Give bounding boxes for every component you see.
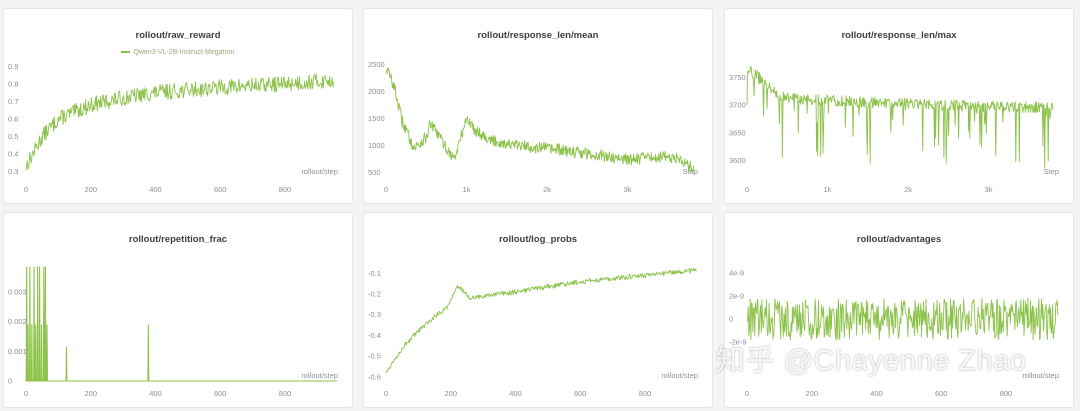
x-axis-title: Step xyxy=(1044,167,1059,176)
x-tick-label: 800 xyxy=(279,389,292,398)
x-tick-label: 400 xyxy=(509,389,522,398)
y-tick-label: 0.7 xyxy=(8,97,18,106)
y-tick-label: -0.2 xyxy=(368,290,381,299)
x-tick-label: 200 xyxy=(84,185,97,194)
y-tick-label: 0.3 xyxy=(8,167,18,176)
chart-svg: -0.6 -0.5 -0.4 -0.3 -0.2 -0.1 0 200 400 600 800 rol… xyxy=(368,267,698,398)
chart-legend: Qwen3-VL-2B-Instruct-Megatron xyxy=(4,49,352,56)
y-tick-label: 3750 xyxy=(729,73,746,82)
x-tick-label: 2k xyxy=(904,185,912,194)
y-tick-label: -0.6 xyxy=(368,372,381,381)
x-tick-label: 0 xyxy=(384,185,388,194)
y-tick-label: 0.5 xyxy=(8,132,18,141)
x-tick-label: 600 xyxy=(214,185,227,194)
y-tick-label: -0.3 xyxy=(368,310,381,319)
chart-svg: 0 0.001 0.002 0.003 0 200 400 600 800 rollout/ste… xyxy=(8,266,338,398)
y-tick-label: 0.001 xyxy=(8,347,27,356)
y-tick-label: 0 xyxy=(729,314,733,323)
legend-label: Qwen3-VL-2B-Instruct-Megatron xyxy=(133,49,235,56)
y-tick-label: 0.4 xyxy=(8,150,18,159)
y-tick-label: 1500 xyxy=(368,114,385,123)
y-tick-label: 2000 xyxy=(368,87,385,96)
x-tick-label: 200 xyxy=(444,389,457,398)
y-tick-label: 3700 xyxy=(729,101,746,110)
x-tick-label: 0 xyxy=(384,389,388,398)
chart-svg: 4e-9 2e-9 0 -2e-9 0 200 400 600 800 rollout/step xyxy=(729,269,1059,398)
y-tick-label: 0.003 xyxy=(8,287,27,296)
x-tick-label: 400 xyxy=(870,389,883,398)
x-tick-label: 1k xyxy=(463,185,471,194)
y-tick-label: 3650 xyxy=(729,128,746,137)
y-tick-label: -0.4 xyxy=(368,331,381,340)
x-axis-title: rollout/step xyxy=(301,167,338,176)
x-tick-label: 800 xyxy=(1000,389,1013,398)
series-line xyxy=(385,267,697,374)
y-tick-label: 0.002 xyxy=(8,317,27,326)
y-tick-label: -0.1 xyxy=(368,269,381,278)
chart-panel-advantages[interactable]: rollout/advantages 4e-9 2e-9 0 -2e-9 0 200 400… xyxy=(724,212,1074,408)
y-tick-label: 0 xyxy=(8,377,12,386)
chart-svg: 3600 3650 3700 3750 0 1k 2k 3k Step xyxy=(729,66,1059,194)
y-tick-label: -2e-9 xyxy=(729,337,747,346)
y-tick-label: -0.5 xyxy=(368,352,381,361)
chart-title: rollout/raw_reward xyxy=(135,30,221,41)
y-tick-label: 0.9 xyxy=(8,62,18,71)
x-tick-label: 600 xyxy=(214,389,227,398)
x-tick-label: 400 xyxy=(149,185,162,194)
chart-panel-raw-reward[interactable]: rollout/raw_reward Qwen3-VL-2B-Instruct-… xyxy=(3,8,353,204)
series-line xyxy=(746,297,1059,341)
x-tick-label: 3k xyxy=(985,185,993,194)
chart-panel-response-len-mean[interactable]: rollout/response_len/mean 500 1000 1500 200… xyxy=(363,8,713,204)
y-tick-label: 0.6 xyxy=(8,115,18,124)
chart-title: rollout/log_probs xyxy=(498,234,578,245)
chart-title: rollout/response_len/mean xyxy=(477,30,599,41)
x-tick-label: 0 xyxy=(24,185,28,194)
y-tick-label: 3600 xyxy=(729,156,746,165)
y-tick-label: 2500 xyxy=(368,60,385,69)
x-tick-label: 0 xyxy=(24,389,28,398)
x-axis-title: rollout/step xyxy=(661,371,698,380)
watermark-text: 知乎 @Chayenne Zhao xyxy=(716,345,1027,377)
series-line xyxy=(385,67,695,175)
series-line xyxy=(25,73,334,171)
x-tick-label: 200 xyxy=(84,389,97,398)
chart-title: rollout/repetition_frac xyxy=(128,234,228,245)
x-axis-title: rollout/step xyxy=(301,371,338,380)
legend-swatch xyxy=(121,51,131,54)
chart-title: rollout/response_len/max xyxy=(841,30,957,41)
series-line xyxy=(746,66,1054,169)
y-tick-label: 500 xyxy=(368,168,381,177)
chart-title: rollout/advantages xyxy=(856,234,942,245)
chart-panel-log-probs[interactable]: rollout/log_probs -0.6 -0.5 -0.4 -0.3 -0.2 -0… xyxy=(363,212,713,408)
y-tick-label: 4e-9 xyxy=(729,269,744,278)
chart-panel-response-len-max[interactable]: rollout/response_len/max 3600 3650 3700 375… xyxy=(724,8,1074,204)
x-tick-label: 2k xyxy=(543,185,551,194)
x-tick-label: 800 xyxy=(279,185,292,194)
x-tick-label: 200 xyxy=(805,389,818,398)
x-axis-title: rollout/step xyxy=(1022,371,1059,380)
y-tick-label: 0.8 xyxy=(8,79,18,88)
x-tick-label: 800 xyxy=(639,389,652,398)
x-tick-label: 3k xyxy=(624,185,632,194)
chart-svg: 500 1000 1500 2000 2500 0 1k 2k 3k Step xyxy=(368,60,698,194)
y-tick-label: 1000 xyxy=(368,141,385,150)
x-tick-label: 0 xyxy=(745,389,749,398)
x-tick-label: 600 xyxy=(935,389,948,398)
x-tick-label: 600 xyxy=(574,389,587,398)
x-tick-label: 1k xyxy=(824,185,832,194)
x-tick-label: 400 xyxy=(149,389,162,398)
x-axis-title: Step xyxy=(683,167,698,176)
x-tick-label: 0 xyxy=(745,185,749,194)
y-tick-label: 2e-9 xyxy=(729,292,744,301)
series-line xyxy=(25,266,337,382)
chart-svg: 0.3 0.4 0.5 0.6 0.7 0.8 0.9 0 200 400 600 800 rollou… xyxy=(8,62,338,194)
chart-panel-repetition-frac[interactable]: rollout/repetition_frac 0 0.001 0.002 0.003… xyxy=(3,212,353,408)
